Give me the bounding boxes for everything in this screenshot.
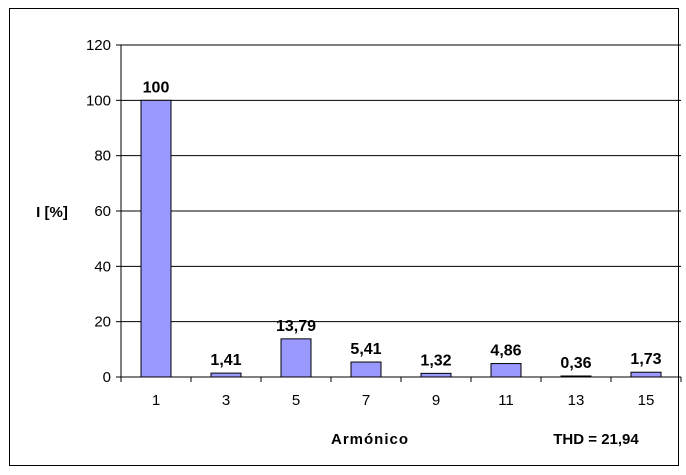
data-label-5: 13,79	[276, 318, 316, 335]
y-tick-label: 60	[94, 203, 111, 220]
data-label-13: 0,36	[560, 355, 591, 372]
data-label-15: 1,73	[630, 351, 661, 368]
bar-5	[280, 338, 312, 378]
y-tick-label: 80	[94, 148, 111, 165]
x-tick-label: 9	[432, 392, 440, 409]
y-tick-label: 20	[94, 314, 111, 331]
y-tick-label: 0	[103, 369, 111, 386]
bar-7	[350, 361, 382, 378]
data-label-7: 5,41	[350, 341, 381, 358]
data-label-9: 1,32	[420, 352, 451, 369]
data-labels: 100 1,41 13,79 5,41 1,32 4,86 0,36 1,73	[143, 79, 662, 372]
bar-1	[140, 99, 172, 378]
grid-lines	[116, 44, 681, 378]
x-tick-label: 15	[638, 392, 655, 409]
x-tick-labels: 1 3 5 7 9 11 13 15	[152, 392, 655, 409]
bar-9	[420, 372, 452, 378]
thd-annotation: THD = 21,94	[553, 431, 639, 448]
y-tick-label: 100	[86, 92, 111, 109]
x-tick-label: 7	[362, 392, 370, 409]
x-tick-label: 3	[222, 392, 230, 409]
bar-15	[630, 371, 662, 378]
data-label-3: 1,41	[210, 352, 241, 369]
x-tick-label: 11	[498, 392, 514, 409]
x-tick-label: 13	[568, 392, 585, 409]
y-tick-label: 120	[86, 37, 111, 54]
x-axis-label: Armónico	[331, 431, 409, 448]
data-label-11: 4,86	[490, 343, 521, 360]
y-tick-label: 40	[94, 258, 111, 275]
y-axis-label: I [%]	[36, 204, 68, 221]
y-tick-labels: 0 20 40 60 80 100 120	[86, 37, 111, 386]
bar-3	[210, 372, 242, 378]
x-tick-label: 1	[152, 392, 160, 409]
data-label-1: 100	[143, 79, 170, 96]
bar-11	[490, 363, 522, 378]
bars	[140, 99, 662, 378]
x-tick-label: 5	[292, 392, 300, 409]
axes	[120, 45, 682, 382]
